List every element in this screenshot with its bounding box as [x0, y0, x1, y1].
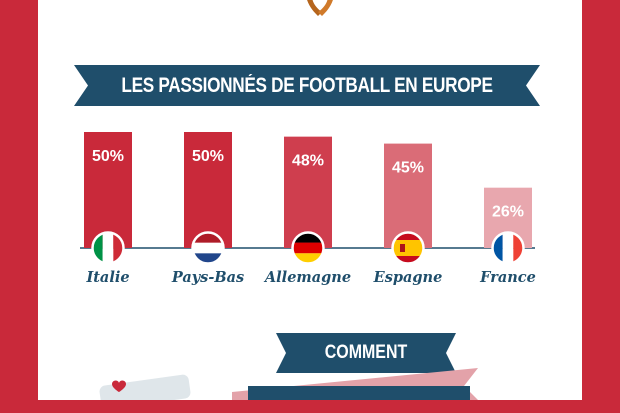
chart-title: LES PASSIONNÉS DE FOOTBALL EN EUROPE: [121, 74, 493, 97]
bar-allemagne: [284, 136, 332, 248]
category-label: Espagne: [373, 269, 443, 286]
ribbon-icon: [307, 0, 333, 16]
bar-value-label: 45%: [392, 160, 424, 177]
bar-value-label: 26%: [492, 204, 524, 221]
bar-pays-bas: [184, 132, 232, 248]
heart-icon: [112, 380, 126, 392]
bar-value-label: 50%: [192, 148, 224, 165]
netherlands-flag-icon: [193, 233, 223, 263]
germany-flag-icon: [293, 233, 323, 263]
spain-flag-icon: [393, 233, 423, 263]
bar-value-label: 48%: [292, 153, 324, 170]
flag-ring: [291, 231, 325, 265]
bar-espagne: [384, 143, 432, 248]
category-label: Allemagne: [263, 269, 351, 286]
france-flag-icon: [493, 233, 523, 263]
bar-italie: [84, 132, 132, 248]
italy-flag-icon: [93, 233, 123, 263]
flag-ring: [91, 231, 125, 265]
flag-ring: [391, 231, 425, 265]
bar-chart: 50% Italie 50% Pays-Bas 48% Allemagne 45% Espag…: [80, 132, 536, 286]
bottom-decoration: [99, 368, 478, 400]
category-label: France: [479, 269, 536, 286]
category-label: Italie: [85, 269, 129, 286]
chart-title-banner: LES PASSIONNÉS DE FOOTBALL EN EUROPE: [74, 65, 540, 106]
bar-value-label: 50%: [92, 148, 124, 165]
flag-ring: [191, 231, 225, 265]
flag-ring: [491, 231, 525, 265]
category-label: Pays-Bas: [171, 269, 244, 286]
